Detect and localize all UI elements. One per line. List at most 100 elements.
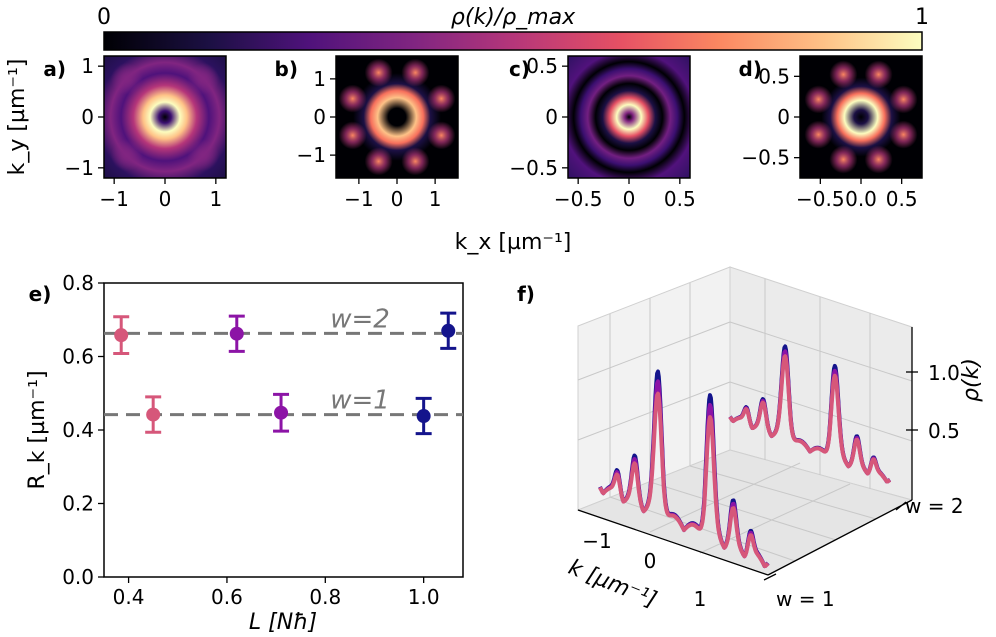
panel-label: c) bbox=[509, 57, 530, 81]
heatmap-lobe bbox=[427, 121, 456, 150]
z-axis-label: ρ(k) bbox=[959, 358, 984, 402]
heatmap-lobe bbox=[427, 84, 456, 113]
heatmap-image bbox=[104, 56, 226, 178]
z-tick-label: 1.0 bbox=[928, 361, 960, 385]
y-tick-label: 0.5 bbox=[526, 54, 558, 78]
x-tick-label: −1 bbox=[582, 529, 611, 553]
heatmap-fill bbox=[336, 56, 458, 178]
heatmap-lobe bbox=[864, 145, 893, 174]
grid-line bbox=[649, 462, 801, 533]
grid-line bbox=[577, 321, 731, 381]
x-tick-label: −1 bbox=[344, 187, 373, 211]
x-tick-label: 1.0 bbox=[408, 585, 440, 609]
x-tick-label: 0 bbox=[623, 187, 636, 211]
reference-line-label: w=2 bbox=[330, 304, 390, 334]
y-tick-label: 0 bbox=[313, 105, 326, 129]
y-tick-label: 0 bbox=[81, 105, 94, 129]
grid-line bbox=[729, 381, 913, 442]
heatmap-lobe bbox=[804, 85, 833, 114]
x-tick-label: −0.5 bbox=[554, 187, 603, 211]
x-tick-label: 0 bbox=[391, 187, 404, 211]
y-tick-label: −1 bbox=[297, 143, 326, 167]
marker bbox=[441, 323, 456, 338]
data-point bbox=[145, 395, 162, 434]
heatmap-lobe bbox=[889, 120, 918, 149]
heatmap-lobe bbox=[110, 62, 143, 95]
grid-line bbox=[649, 481, 837, 541]
x-tick-label: 0.0 bbox=[845, 187, 877, 211]
data-point bbox=[415, 396, 432, 436]
heatmap-c: c) −0.5 0 0.5 0.5 0 −0.5 bbox=[509, 54, 696, 211]
x-tick-label: 1 bbox=[429, 187, 442, 211]
y-tick-label: 0.0 bbox=[62, 565, 94, 589]
x-tick-label: 1 bbox=[209, 187, 222, 211]
y-axis bbox=[767, 499, 913, 576]
y-tick-label: 1 bbox=[313, 67, 326, 91]
x-tick-label: 0 bbox=[644, 549, 657, 573]
y-tick-label: 0 bbox=[777, 105, 790, 129]
heatmap-image bbox=[568, 56, 690, 178]
panel-label: f) bbox=[517, 282, 535, 306]
x-axis-label: L [Nħ] bbox=[249, 610, 317, 635]
heatmap-lobe bbox=[187, 139, 220, 172]
marker bbox=[114, 328, 129, 343]
colorbar: 0 1 ρ(k)/ρ_max bbox=[97, 5, 929, 51]
marker bbox=[416, 409, 431, 424]
heatmap-lobe bbox=[364, 58, 393, 87]
x-tick-label: 1 bbox=[694, 587, 707, 611]
heatmap-lobe bbox=[804, 120, 833, 149]
heatmap-lobe bbox=[338, 121, 367, 150]
x-tick-label: 0.8 bbox=[309, 585, 341, 609]
data-point bbox=[113, 315, 130, 356]
heatmap-lobe bbox=[187, 62, 220, 95]
ky-axis-label: k_y [µm⁻¹] bbox=[5, 59, 30, 176]
y-tick-label: −0.5 bbox=[741, 146, 790, 170]
heatmap-panels: a) −1 0 1 1 0 −1 b) −1 0 1 1 0 −1 c) −0.5 0 0.5 0.5 0 −0.5 d)… bbox=[43, 54, 923, 211]
y-tick-label: 0 bbox=[545, 105, 558, 129]
y-tick-label: 0.4 bbox=[62, 418, 94, 442]
panel-label: b) bbox=[275, 57, 298, 81]
heatmap-fill bbox=[800, 56, 922, 178]
heatmap-lobe bbox=[864, 60, 893, 89]
heatmap-image bbox=[800, 56, 922, 178]
heatmap-lobe bbox=[829, 60, 858, 89]
heatmap-lobe bbox=[889, 85, 918, 114]
heatmap-image bbox=[336, 56, 458, 178]
heatmap-lobe bbox=[364, 147, 393, 176]
heatmap-lobe bbox=[401, 147, 430, 176]
x-tick-label: 0.4 bbox=[113, 585, 145, 609]
colorbar-max-label: 1 bbox=[915, 5, 929, 30]
profile-line bbox=[728, 354, 892, 484]
y-axis-label: R_k [µm⁻¹] bbox=[25, 370, 50, 489]
x-axis bbox=[577, 509, 769, 576]
y-tick-label: 0.5 bbox=[758, 64, 790, 88]
profile-line bbox=[598, 391, 770, 569]
y-tick-label: w = 2 bbox=[905, 494, 964, 518]
data-point bbox=[228, 314, 245, 353]
y-tick-label: w = 1 bbox=[776, 587, 835, 611]
x-tick-label: −0.5 bbox=[796, 187, 845, 211]
grid-line bbox=[729, 321, 913, 382]
x-tick-label: 0.5 bbox=[886, 187, 918, 211]
y-tick-label: −1 bbox=[65, 156, 94, 180]
z-tick-label: 0.5 bbox=[928, 419, 960, 443]
heatmap-fill bbox=[568, 56, 690, 178]
y-tick-label: 0.2 bbox=[62, 492, 94, 516]
colorbar-gradient bbox=[103, 31, 923, 51]
heatmap-lobe bbox=[338, 84, 367, 113]
marker bbox=[274, 405, 289, 420]
data-point bbox=[440, 311, 457, 350]
reference-line-label: w=1 bbox=[330, 386, 390, 416]
heatmap-lobe bbox=[829, 145, 858, 174]
kx-axis-label: k_x [µm⁻¹] bbox=[455, 230, 572, 255]
panel-label: d) bbox=[739, 57, 762, 81]
heatmap-lobe bbox=[401, 58, 430, 87]
marker bbox=[229, 326, 244, 341]
x-tick-label: 0 bbox=[159, 187, 172, 211]
x-tick-label: 0.6 bbox=[211, 585, 243, 609]
y-tick-label: 1 bbox=[81, 54, 94, 78]
y-tick bbox=[763, 573, 777, 581]
y-tick-label: −0.5 bbox=[509, 156, 558, 180]
